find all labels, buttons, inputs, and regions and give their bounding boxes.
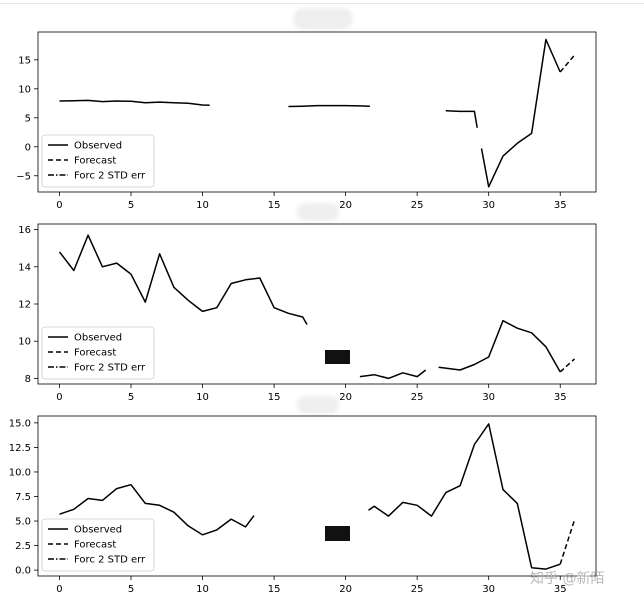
observed-line (359, 369, 427, 380)
x-tick-label: 10 (196, 584, 209, 595)
observed-line (288, 104, 370, 108)
y-tick-label: 0 (25, 142, 31, 153)
redacted-title-3 (297, 396, 339, 414)
forecast-line (559, 519, 576, 565)
y-tick-label: −5 (16, 171, 31, 182)
x-tick-label: 35 (554, 200, 567, 211)
legend-label: Forecast (74, 156, 116, 167)
x-tick-label: 15 (268, 200, 281, 211)
x-tick-label: 35 (554, 584, 567, 595)
x-tick-label: 20 (339, 200, 352, 211)
redacted-title-2 (297, 203, 339, 221)
y-tick-label: 14 (18, 262, 31, 273)
observed-line (445, 110, 478, 128)
plot-frame (37, 223, 597, 385)
x-tick-label: 5 (128, 584, 134, 595)
x-tick-label: 25 (411, 584, 424, 595)
y-tick-label: 10 (18, 337, 31, 348)
plot-frame (37, 31, 597, 193)
y-tick-label: 8 (25, 374, 31, 385)
forecast-line (559, 358, 576, 373)
x-tick-label: 10 (196, 200, 209, 211)
x-tick-label: 30 (482, 584, 495, 595)
x-tick-label: 15 (268, 584, 281, 595)
x-tick-label: 35 (554, 392, 567, 403)
y-tick-label: 2.5 (15, 541, 31, 552)
x-tick-label: 25 (411, 200, 424, 211)
y-tick-label: 12 (18, 300, 31, 311)
observed-line (58, 234, 308, 325)
legend: Observed Forecast Forc 2 STD err (41, 518, 155, 572)
y-tick-label: 10 (18, 84, 31, 95)
x-tick-label: 30 (482, 392, 495, 403)
x-tick-label: 10 (196, 392, 209, 403)
observed-line (438, 319, 561, 373)
legend-label: Forecast (74, 348, 116, 359)
y-tick-label: 15.0 (9, 418, 31, 429)
x-tick-label: 25 (411, 392, 424, 403)
y-tick-label: 7.5 (15, 492, 31, 503)
legend-label: Forc 2 STD err (74, 555, 146, 566)
legend-label: Forecast (74, 540, 116, 551)
x-tick-label: 0 (56, 200, 62, 211)
y-tick-label: 0.0 (15, 566, 31, 577)
x-tick-label: 20 (339, 392, 352, 403)
legend: Observed Forecast Forc 2 STD err (41, 134, 155, 188)
legend-label: Forc 2 STD err (74, 363, 146, 374)
top-divider (0, 3, 644, 4)
y-tick-label: 15 (18, 55, 31, 66)
redaction-block-3 (325, 526, 350, 541)
x-tick-label: 0 (56, 584, 62, 595)
y-tick-label: 5 (25, 113, 31, 124)
y-tick-label: 12.5 (9, 443, 31, 454)
x-tick-label: 0 (56, 392, 62, 403)
y-tick-label: 10.0 (9, 467, 31, 478)
x-tick-label: 30 (482, 200, 495, 211)
y-tick-label: 5.0 (15, 517, 31, 528)
legend-box (41, 134, 155, 188)
observed-line (480, 38, 561, 188)
y-tick-label: 16 (18, 225, 31, 236)
x-tick-label: 20 (339, 584, 352, 595)
panel-2: 0 5 10 15 20 25 30 35 8 10 12 14 16 Observed Forecast F… (18, 223, 597, 403)
legend-box (41, 518, 155, 572)
legend-label: Forc 2 STD err (74, 171, 146, 182)
panel-3: 0 5 10 15 20 25 30 35 0.0 2.5 5.0 7.5 10.0 12.5 15.0 Ob… (9, 415, 597, 595)
redaction-block-2 (325, 350, 350, 364)
legend-label: Observed (74, 141, 122, 152)
plot-frame (37, 415, 597, 577)
redacted-title-1 (293, 8, 353, 30)
x-tick-label: 5 (128, 392, 134, 403)
observed-line (59, 483, 255, 536)
observed-line (59, 99, 210, 107)
legend-label: Observed (74, 333, 122, 344)
observed-line (368, 423, 561, 570)
legend-box (41, 326, 155, 380)
x-tick-label: 5 (128, 200, 134, 211)
legend-label: Observed (74, 525, 122, 536)
x-tick-label: 15 (268, 392, 281, 403)
legend: Observed Forecast Forc 2 STD err (41, 326, 155, 380)
forecast-line (559, 54, 576, 73)
watermark: 知乎 @新陌 (530, 571, 605, 587)
panel-1: 0 5 10 15 20 25 30 35 −5 0 5 10 15 Observed Forecast Fo… (16, 31, 597, 211)
